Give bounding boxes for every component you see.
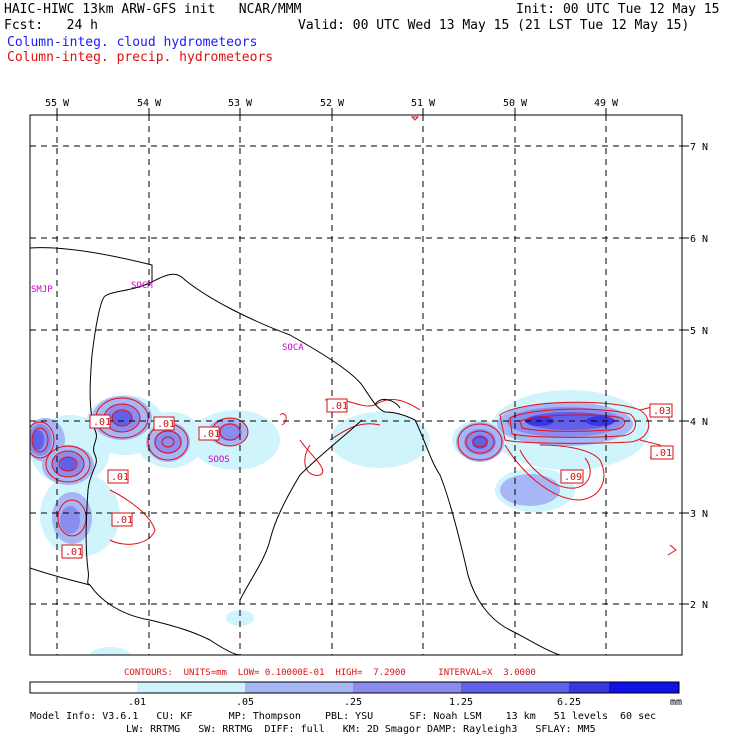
- contour-label-box: .03: [649, 403, 673, 418]
- contour-label-box: .01: [153, 416, 175, 431]
- chart-title: HAIC-HIWC 13km ARW-GFS init NCAR/MMM: [4, 2, 302, 17]
- svg-text:.01: .01: [111, 472, 129, 483]
- colorbar-tick: 1.25: [449, 697, 473, 708]
- model-info-line1: Model Info: V3.6.1 CU: KF MP: Thompson P…: [30, 711, 657, 722]
- colorbar-segment: [609, 682, 679, 693]
- station-socm: SOCM: [131, 281, 153, 291]
- contour-label-box: .01: [89, 414, 111, 429]
- colorbar-frame: [29, 681, 680, 694]
- lon-label: 55 W: [45, 98, 70, 109]
- lat-label: 7 N: [690, 142, 708, 153]
- lat-label: 3 N: [690, 509, 708, 520]
- field-cloud-label: Column-integ. cloud hydrometeors: [7, 35, 258, 50]
- svg-text:.01: .01: [115, 515, 133, 526]
- contour-labels: .01 .01 .01 .01 .01 .01 .01 .03 .01 .09: [61, 398, 674, 559]
- colorbar-tick: .01: [128, 697, 146, 708]
- colorbar-tick: .25: [344, 697, 362, 708]
- colorbar-segment: [30, 682, 137, 693]
- colorbar-tick: 6.25: [557, 697, 581, 708]
- axis-ticks: [56, 108, 689, 605]
- contour-label-box: .09: [560, 469, 584, 484]
- plot-frame: [29, 114, 683, 656]
- model-info-line2: LW: RRTMG SW: RRTMG DIFF: full KM: 2D Sm…: [126, 724, 596, 735]
- svg-text:.01: .01: [202, 429, 220, 440]
- lon-label: 51 W: [411, 98, 436, 109]
- contour-label-box: .01: [111, 512, 133, 527]
- lon-label: 52 W: [320, 98, 345, 109]
- svg-text:.01: .01: [65, 547, 83, 558]
- colorbar-segment: [569, 682, 609, 693]
- contour-label-box: .01: [198, 426, 220, 441]
- contour-info: CONTOURS: UNITS=mm LOW= 0.10000E-01 HIGH…: [124, 668, 536, 678]
- lat-label: 2 N: [690, 600, 708, 611]
- lon-label: 53 W: [228, 98, 253, 109]
- station-soos: SOOS: [208, 455, 230, 465]
- lon-label: 49 W: [594, 98, 619, 109]
- svg-text:.09: .09: [564, 472, 582, 483]
- contour-label-box: .01: [107, 469, 129, 484]
- contour-label-box: .01: [650, 445, 674, 460]
- svg-text:.01: .01: [330, 401, 348, 412]
- lon-label: 50 W: [503, 98, 528, 109]
- colorbar-segment: [461, 682, 569, 693]
- init-time: Init: 00 UTC Tue 12 May 15: [516, 2, 720, 17]
- svg-text:.01: .01: [654, 448, 672, 459]
- colorbar: .01 .05 .25 1.25 6.25 mm: [29, 681, 682, 708]
- station-soca: SOCA: [282, 343, 304, 353]
- forecast-hour: Fcst: 24 h: [4, 18, 98, 33]
- station-smjp: SMJP: [31, 285, 53, 295]
- lat-label: 5 N: [690, 326, 708, 337]
- lat-label: 6 N: [690, 234, 708, 245]
- lat-label: 4 N: [690, 417, 708, 428]
- svg-text:.01: .01: [93, 417, 111, 428]
- colorbar-tick: .05: [236, 697, 254, 708]
- colorbar-unit: mm: [670, 697, 682, 708]
- contour-label-box: .01: [326, 398, 348, 413]
- colorbar-segment: [353, 682, 461, 693]
- svg-text:.03: .03: [653, 406, 671, 417]
- colorbar-segment: [137, 682, 245, 693]
- field-precip-label: Column-integ. precip. hydrometeors: [7, 50, 274, 65]
- valid-time: Valid: 00 UTC Wed 13 May 15 (21 LST Tue …: [298, 18, 690, 33]
- lon-labels: 55 W 54 W 53 W 52 W 51 W 50 W 49 W: [45, 98, 619, 109]
- lat-labels: 7 N 6 N 5 N 4 N 3 N 2 N: [690, 142, 708, 611]
- station-labels: SMJP SOCM SOCA SOOS: [31, 281, 304, 465]
- contour-label-box: .01: [61, 544, 83, 559]
- shaded-fields: [30, 116, 677, 655]
- svg-text:.01: .01: [157, 419, 175, 430]
- graticule: [30, 115, 682, 655]
- colorbar-segment: [245, 682, 353, 693]
- lon-label: 54 W: [137, 98, 162, 109]
